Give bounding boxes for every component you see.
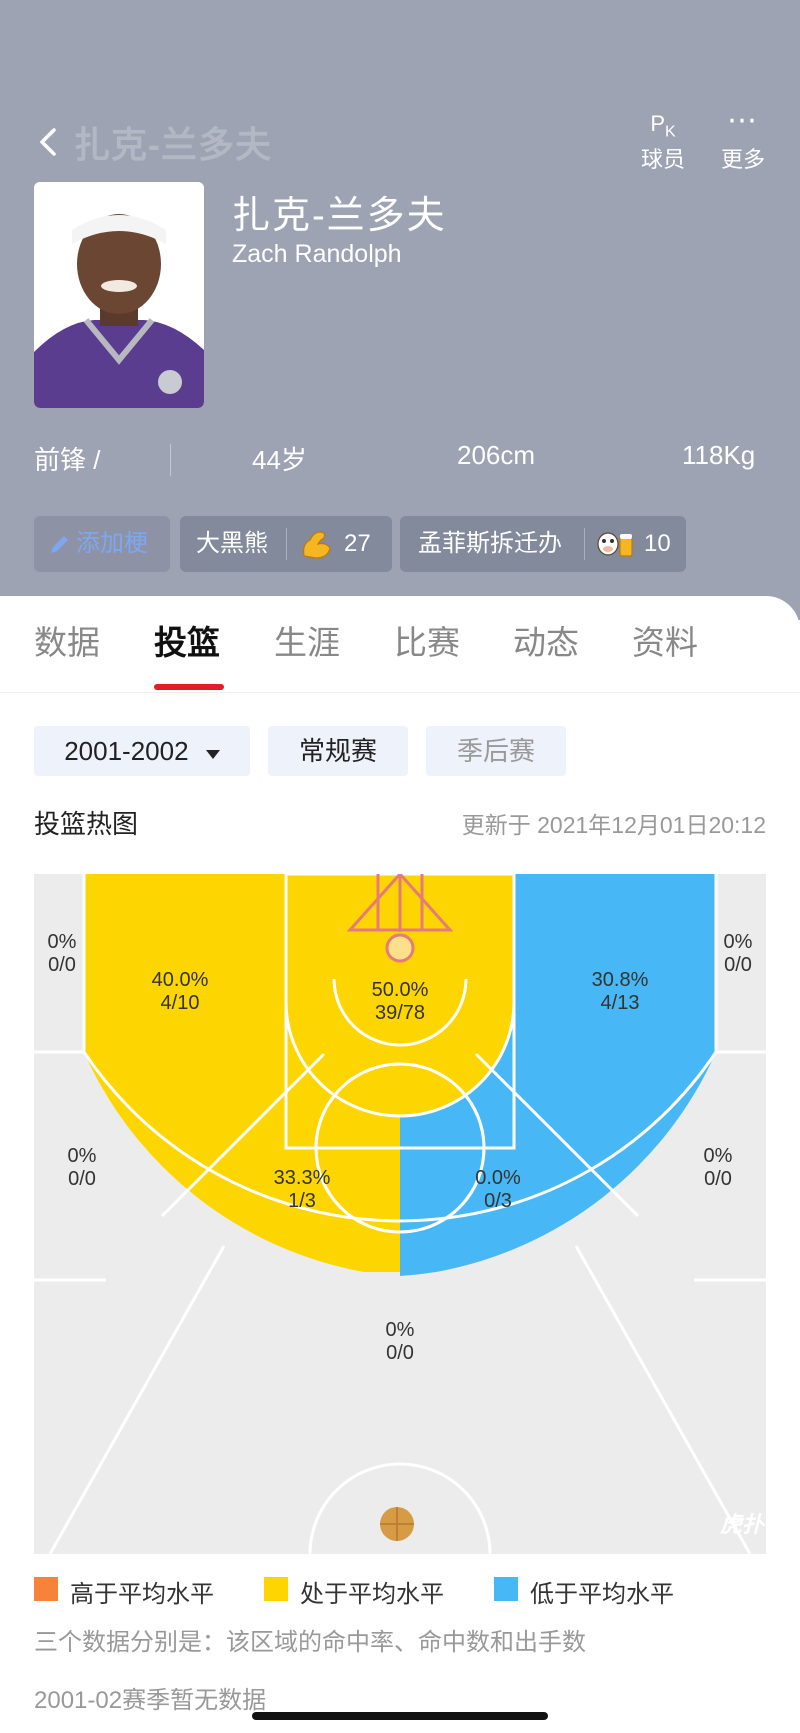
player-name-en: Zach Randolph xyxy=(232,240,402,268)
nickname-count: 10 xyxy=(644,530,671,557)
player-weight: 118Kg xyxy=(682,440,756,470)
legend-label: 低于平均水平 xyxy=(530,1581,674,1608)
zone-made-att: 4/10 xyxy=(161,992,200,1014)
tab-profile[interactable]: 资料 xyxy=(632,624,698,661)
zone-pct: 40.0% xyxy=(152,969,209,991)
pk-icon: PK xyxy=(650,111,676,141)
regular-season-button[interactable]: 常规赛 xyxy=(268,726,408,776)
info-divider xyxy=(170,444,171,476)
watermark-logo: 虎扑 xyxy=(720,1512,766,1537)
pk-player-button[interactable]: PK 球员 xyxy=(628,108,698,174)
flexed-bicep-icon xyxy=(303,531,331,559)
zone-made-att: 4/13 xyxy=(601,992,640,1014)
tab-news[interactable]: 动态 xyxy=(513,624,579,661)
add-nickname-label: 添加梗 xyxy=(76,530,148,557)
legend-swatch xyxy=(34,1577,58,1601)
season-select[interactable]: 2001-2002 xyxy=(34,726,250,776)
player-name-cn: 扎克-兰多夫 xyxy=(232,195,447,237)
nickname-label: 大黑熊 xyxy=(196,530,268,557)
zone-made-att: 0/0 xyxy=(48,954,76,976)
tab-shooting[interactable]: 投篮 xyxy=(154,624,220,661)
zone-pct: 0% xyxy=(724,931,753,953)
home-indicator xyxy=(252,1712,548,1720)
heatmap-title: 投篮热图 xyxy=(34,809,139,839)
player-header: 扎克-兰多夫 PK 球员 ⋯ 更多 扎克-兰多夫 Zach Randolph 前… xyxy=(0,0,800,620)
heatmap-explain-note: 三个数据分别是：该区域的命中率、命中数和出手数 xyxy=(34,1629,586,1656)
cow-beer-icon xyxy=(597,532,633,557)
player-info-row: 前锋 / 44岁 206cm 118Kg xyxy=(0,440,800,480)
season-value: 2001-2002 xyxy=(64,736,189,766)
more-label: 更多 xyxy=(720,147,765,172)
zone-pct: 0% xyxy=(68,1145,97,1167)
tag-separator xyxy=(286,528,287,560)
pk-player-label: 球员 xyxy=(640,147,685,172)
tab-stats[interactable]: 数据 xyxy=(34,624,100,661)
active-tab-indicator xyxy=(154,684,224,690)
zone-made-att: 0/0 xyxy=(724,954,752,976)
nickname-tag-memphis[interactable]: 孟菲斯拆迁办 10 xyxy=(400,516,686,572)
zone-pct: 0% xyxy=(704,1145,733,1167)
shot-heatmap-court: 虎扑 0% 0/0 0% 0/0 40.0% 4/10 50.0% 39/78 … xyxy=(34,874,766,1554)
zone-made-att: 0/0 xyxy=(68,1168,96,1190)
tab-career[interactable]: 生涯 xyxy=(274,624,340,661)
playoffs-button[interactable]: 季后赛 xyxy=(426,726,566,776)
content-panel: 数据 投篮 生涯 比赛 动态 资料 2001-2002 常规赛 季后赛 投篮热图… xyxy=(0,596,800,1733)
zone-made-att: 1/3 xyxy=(288,1190,316,1212)
legend-swatch xyxy=(264,1577,288,1601)
player-position: 前锋 / xyxy=(34,445,101,475)
nickname-tag-bear[interactable]: 大黑熊 27 xyxy=(180,516,392,572)
heatmap-updated-time: 更新于 2021年12月01日20:12 xyxy=(461,812,766,838)
legend-label: 处于平均水平 xyxy=(300,1581,444,1608)
zone-made-att: 0/3 xyxy=(484,1190,512,1212)
zone-made-att: 39/78 xyxy=(375,1002,425,1024)
more-dots-icon: ⋯ xyxy=(727,104,759,137)
nickname-label: 孟菲斯拆迁办 xyxy=(418,530,562,557)
tab-bar: 数据 投篮 生涯 比赛 动态 资料 xyxy=(0,596,800,693)
nickname-count: 27 xyxy=(344,530,371,557)
zone-pct: 0% xyxy=(48,931,77,953)
back-arrow-icon[interactable] xyxy=(34,124,64,160)
legend-label: 高于平均水平 xyxy=(70,1581,214,1608)
legend-swatch xyxy=(494,1577,518,1601)
zone-pct: 0.0% xyxy=(475,1167,521,1189)
player-height: 206cm xyxy=(457,440,536,470)
zone-pct: 0% xyxy=(386,1319,415,1341)
player-age: 44岁 xyxy=(252,445,307,475)
zone-pct: 50.0% xyxy=(372,979,429,1001)
caret-down-icon xyxy=(205,750,220,759)
zone-made-att: 0/0 xyxy=(704,1168,732,1190)
zone-pct: 33.3% xyxy=(274,1167,331,1189)
pencil-icon xyxy=(51,536,68,553)
more-button[interactable]: ⋯ 更多 xyxy=(708,104,778,174)
no-data-note: 2001-02赛季暂无数据 xyxy=(34,1687,267,1714)
tag-separator xyxy=(584,528,585,560)
nav-title: 扎克-兰多夫 xyxy=(74,124,272,165)
player-avatar xyxy=(34,182,204,408)
zone-pct: 30.8% xyxy=(592,969,649,991)
tab-games[interactable]: 比赛 xyxy=(394,624,460,661)
add-nickname-button[interactable]: 添加梗 xyxy=(34,516,170,572)
zone-made-att: 0/0 xyxy=(386,1342,414,1364)
